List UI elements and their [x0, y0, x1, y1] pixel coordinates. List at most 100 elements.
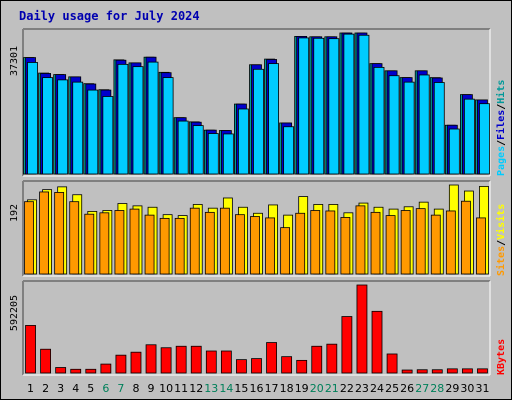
- bar-sites-day-25: [385, 215, 396, 275]
- axis-max-label-hits-files-pages: 37301: [9, 46, 20, 76]
- bar-sites-day-29: [445, 210, 456, 275]
- bar-kbytes-day-29: [446, 368, 458, 374]
- bar-pages-day-20: [313, 37, 325, 175]
- bar-sites-day-24: [370, 211, 381, 275]
- bar-kbytes-day-26: [401, 369, 413, 374]
- legend-entry-separator: /: [496, 140, 507, 146]
- x-tick-label-day-13: 13: [204, 382, 218, 395]
- x-tick-label-day-12: 12: [189, 382, 203, 395]
- bar-kbytes-day-2: [40, 348, 51, 374]
- bar-sites-day-15: [235, 214, 245, 275]
- x-tick-label-day-31: 31: [475, 382, 489, 395]
- axis-max-label-kbytes: 592205: [9, 295, 20, 331]
- bar-pages-day-27: [418, 74, 430, 175]
- bar-pages-day-18: [283, 126, 295, 175]
- bar-kbytes-day-7: [115, 354, 127, 374]
- bar-pages-day-12: [192, 125, 204, 175]
- bar-pages-day-15: [238, 108, 249, 175]
- bar-pages-day-11: [177, 120, 189, 175]
- bar-pages-day-10: [162, 77, 174, 175]
- bar-kbytes-day-6: [100, 363, 112, 374]
- legend-visits-sites: Sites/Visits: [495, 204, 507, 276]
- bar-sites-day-26: [400, 210, 411, 275]
- bar-sites-day-19: [295, 212, 306, 275]
- bar-pages-day-4: [72, 81, 84, 175]
- bar-pages-day-16: [253, 68, 264, 175]
- bar-sites-day-11: [174, 217, 185, 275]
- bar-kbytes-day-28: [431, 369, 443, 374]
- bar-sites-day-10: [159, 217, 170, 275]
- bar-kbytes-day-13: [205, 350, 217, 374]
- x-tick-label-day-20: 20: [310, 382, 324, 395]
- bar-pages-day-24: [373, 67, 385, 175]
- x-tick-label-day-8: 8: [132, 382, 139, 395]
- bar-pages-day-17: [268, 63, 279, 175]
- x-tick-label-day-2: 2: [42, 382, 49, 395]
- x-tick-label-day-29: 29: [445, 382, 459, 395]
- bar-sites-day-17: [265, 217, 275, 275]
- x-tick-label-day-5: 5: [87, 382, 94, 395]
- bar-kbytes-day-8: [130, 351, 142, 374]
- legend-entry-kbytes: KBytes: [496, 339, 507, 375]
- axis-max-label-visits-sites: 192: [9, 204, 20, 222]
- bar-sites-day-28: [430, 214, 441, 275]
- bar-kbytes-day-31: [477, 368, 488, 374]
- bar-pages-day-13: [207, 133, 219, 175]
- legend-entry-separator: /: [496, 104, 507, 110]
- x-tick-label-day-10: 10: [159, 382, 173, 395]
- legend-hits-files-pages: Pages/Files/Hits: [495, 80, 507, 176]
- x-tick-label-day-26: 26: [400, 382, 414, 395]
- x-tick-label-day-28: 28: [430, 382, 444, 395]
- bar-kbytes-day-23: [356, 284, 368, 374]
- bar-kbytes-day-16: [251, 358, 262, 374]
- bar-kbytes-day-24: [371, 310, 383, 374]
- bar-sites-day-1: [24, 201, 34, 275]
- bar-kbytes-day-25: [386, 353, 398, 374]
- bar-pages-day-14: [222, 133, 234, 175]
- x-tick-label-day-14: 14: [219, 382, 233, 395]
- bar-kbytes-day-21: [326, 343, 338, 374]
- legend-kbytes: KBytes: [496, 339, 507, 375]
- legend-entry-sites: Sites: [495, 246, 507, 276]
- legend-entry-visits: Visits: [495, 204, 507, 240]
- bar-sites-day-20: [310, 210, 321, 275]
- bar-pages-day-5: [87, 89, 99, 175]
- bar-pages-day-23: [358, 34, 370, 175]
- bar-kbytes-day-17: [266, 342, 277, 374]
- x-tick-label-day-6: 6: [102, 382, 109, 395]
- bar-sites-day-9: [144, 214, 155, 275]
- bar-kbytes-day-20: [311, 345, 323, 374]
- bar-pages-day-7: [117, 63, 129, 175]
- bar-pages-day-9: [147, 61, 159, 175]
- legend-entry-hits: Hits: [495, 80, 507, 104]
- x-tick-label-day-18: 18: [280, 382, 294, 395]
- bar-pages-day-26: [403, 81, 415, 175]
- bar-sites-day-4: [69, 201, 80, 275]
- bar-sites-day-3: [54, 192, 65, 275]
- bar-sites-day-14: [219, 207, 230, 275]
- bar-sites-day-2: [39, 191, 49, 275]
- legend-entry-separator: /: [496, 240, 507, 246]
- x-tick-label-day-16: 16: [250, 382, 264, 395]
- bar-pages-day-22: [343, 33, 355, 175]
- bar-pages-day-6: [102, 96, 114, 175]
- bar-sites-day-23: [355, 205, 366, 275]
- bar-sites-day-13: [204, 211, 215, 275]
- bar-kbytes-day-9: [145, 344, 157, 374]
- bar-pages-day-1: [27, 62, 38, 175]
- bar-kbytes-day-12: [190, 345, 202, 374]
- x-tick-label-day-3: 3: [57, 382, 64, 395]
- bar-pages-day-25: [388, 75, 400, 175]
- bar-sites-day-5: [84, 213, 95, 275]
- bar-pages-day-28: [433, 82, 445, 175]
- x-tick-label-day-4: 4: [72, 382, 79, 395]
- bar-sites-day-7: [114, 210, 125, 275]
- bar-kbytes-day-27: [416, 369, 428, 374]
- x-tick-label-day-11: 11: [174, 382, 188, 395]
- bar-sites-day-27: [415, 208, 426, 275]
- x-tick-label-day-17: 17: [265, 382, 279, 395]
- bar-sites-day-22: [340, 217, 351, 275]
- x-tick-label-day-30: 30: [460, 382, 474, 395]
- bar-kbytes-day-3: [55, 367, 67, 374]
